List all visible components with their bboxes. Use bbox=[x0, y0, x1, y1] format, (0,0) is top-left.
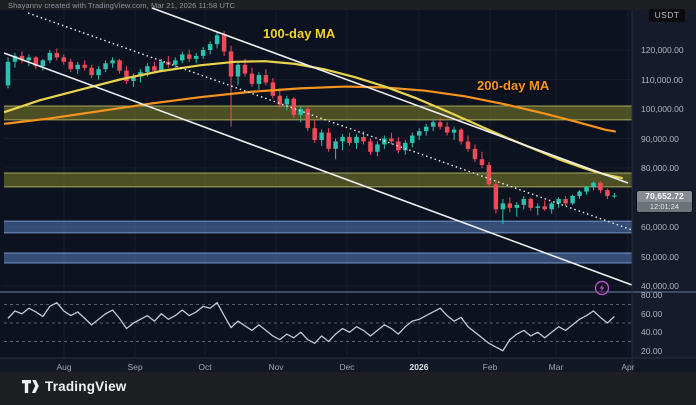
price-axis-label: 80,000.00 bbox=[641, 163, 679, 173]
time-axis-label: Feb bbox=[482, 362, 498, 372]
attribution-text: Shayannv created with TradingView.com, M… bbox=[8, 1, 236, 10]
symbol-quote-badge: USDT bbox=[649, 9, 685, 22]
tradingview-brand-text: TradingView bbox=[45, 379, 127, 394]
price-axis-label: 90,000.00 bbox=[641, 133, 679, 144]
price-axis-label: 60,000.00 bbox=[641, 222, 679, 232]
time-axis-label: Sep bbox=[127, 362, 143, 372]
price-axis-label: 50,000.00 bbox=[641, 251, 679, 262]
time-axis-label: Nov bbox=[268, 362, 284, 372]
tradingview-logo-icon bbox=[22, 380, 39, 393]
time-axis-label: 2026 bbox=[409, 362, 429, 372]
time-axis-label: Oct bbox=[198, 362, 212, 372]
last-price-badge: 70,652.72 12:01:24 bbox=[637, 191, 692, 212]
price-axis-label: 120,000.00 bbox=[641, 45, 684, 55]
time-axis-label: Mar bbox=[548, 362, 564, 372]
candle-countdown: 12:01:24 bbox=[637, 202, 692, 212]
ma100-label: 100-day MA bbox=[263, 26, 336, 41]
ma200-label: 200-day MA bbox=[477, 78, 550, 93]
last-price-value: 70,652.72 bbox=[637, 191, 692, 202]
price-axis-label: 40,000.00 bbox=[641, 281, 679, 291]
rsi-axis-label: 20.00 bbox=[641, 345, 663, 356]
flash-idea-icon[interactable] bbox=[594, 280, 610, 296]
tradingview-brand: TradingView bbox=[22, 379, 126, 394]
footer-bar bbox=[0, 372, 696, 405]
price-axis-label: 110,000.00 bbox=[641, 74, 683, 85]
rsi-axis-label: 80.00 bbox=[641, 290, 663, 301]
rsi-axis-label: 60.00 bbox=[641, 308, 663, 319]
rsi-axis-label: 40.00 bbox=[641, 327, 663, 338]
time-axis-label: Dec bbox=[339, 362, 355, 372]
price-axis-label: 100,000.00 bbox=[641, 104, 684, 114]
time-axis-label: Apr bbox=[621, 362, 635, 372]
time-axis-label: Aug bbox=[56, 362, 72, 372]
